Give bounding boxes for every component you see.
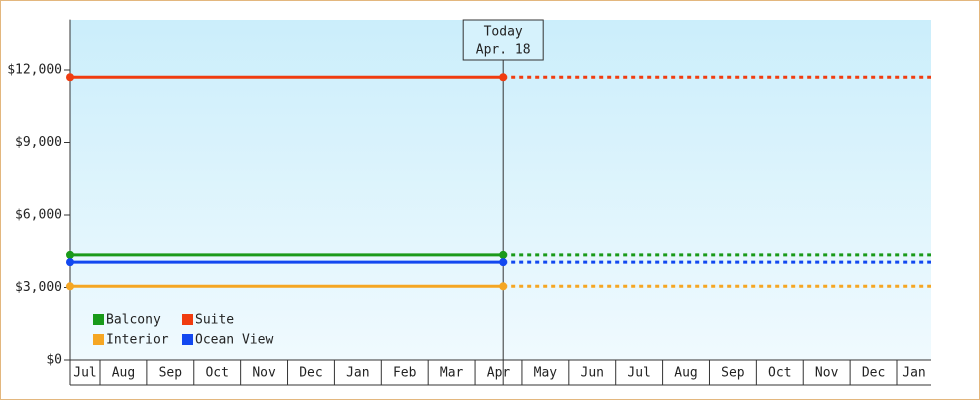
legend-label: Suite	[195, 313, 234, 328]
legend-label: Balcony	[106, 313, 161, 328]
series-point	[499, 282, 508, 291]
y-tick-label: $0	[46, 353, 62, 368]
x-tick-label: Jul	[627, 366, 650, 381]
today-label: Today	[484, 25, 523, 40]
y-tick-label: $6,000	[15, 208, 62, 223]
x-tick-label: Nov	[815, 366, 839, 381]
today-date: Apr. 18	[476, 43, 531, 58]
x-tick-label: Jan	[902, 366, 925, 381]
legend-swatch	[182, 334, 193, 345]
x-tick-label: Oct	[768, 366, 791, 381]
x-tick-label: Feb	[393, 366, 417, 381]
x-tick-label: Sep	[721, 366, 745, 381]
series-point	[499, 258, 508, 267]
y-tick-label: $12,000	[7, 63, 62, 78]
today-box	[462, 19, 544, 61]
series-point	[499, 73, 508, 82]
x-tick-label: Jan	[346, 366, 369, 381]
y-tick-label: $9,000	[15, 135, 62, 150]
legend-swatch	[182, 314, 193, 325]
x-tick-label: Apr	[487, 366, 511, 381]
x-tick-label: Dec	[862, 366, 885, 381]
x-tick-label: Dec	[299, 366, 322, 381]
y-tick-label: $3,000	[15, 280, 62, 295]
legend-swatch	[93, 314, 104, 325]
x-tick-label: Jul	[73, 366, 96, 381]
series-point	[499, 250, 508, 259]
series-point	[66, 250, 74, 259]
x-tick-label: Sep	[159, 366, 183, 381]
x-tick-label: Jun	[581, 366, 604, 381]
x-tick-label: Mar	[440, 366, 464, 381]
x-tick-label: Aug	[674, 366, 697, 381]
plot-area	[70, 20, 931, 360]
x-tick-label: Oct	[205, 366, 228, 381]
legend-label: Ocean View	[195, 333, 273, 348]
x-tick-label: Nov	[252, 366, 276, 381]
legend-label: Interior	[106, 333, 169, 348]
series-point	[66, 282, 74, 291]
series-point	[66, 73, 74, 82]
x-tick-label: May	[534, 366, 558, 381]
series-point	[66, 258, 74, 267]
x-tick-label: Aug	[112, 366, 135, 381]
legend-swatch	[93, 334, 104, 345]
